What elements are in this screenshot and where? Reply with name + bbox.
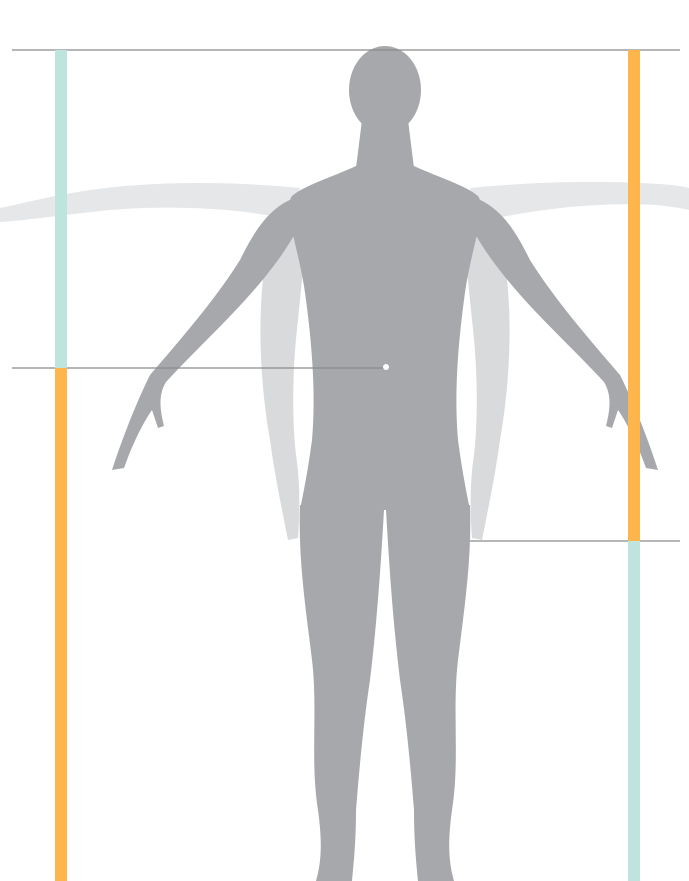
left-arm [112, 196, 306, 470]
head [349, 46, 421, 134]
left-leg [299, 505, 384, 881]
guide-lines [12, 49, 680, 542]
left-lowered-arm-ghost [260, 200, 310, 540]
right-raised-arm-ghost [470, 181, 689, 222]
navel-dot [383, 364, 389, 370]
human-figure-silhouette [112, 46, 658, 881]
right-measure-bar [628, 50, 640, 881]
right-bar-lower-segment [628, 541, 640, 881]
torso [289, 166, 481, 510]
left-bar-upper-segment [55, 50, 67, 368]
lowered-arms-ghost [260, 200, 510, 540]
left-raised-arm-ghost [0, 183, 300, 222]
right-bar-upper-segment [628, 50, 640, 541]
right-leg [386, 505, 471, 881]
right-arm [464, 196, 658, 470]
left-bar-lower-segment [55, 368, 67, 881]
neck [356, 120, 414, 168]
right-lowered-arm-ghost [460, 200, 510, 540]
left-measure-bar [55, 50, 67, 881]
